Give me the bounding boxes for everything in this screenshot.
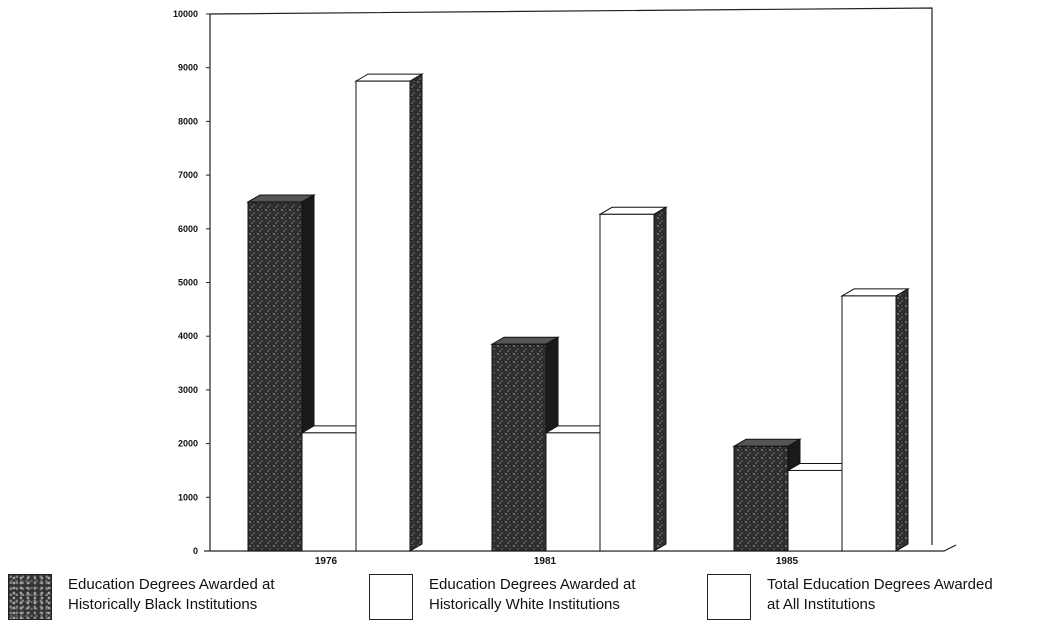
x-axis-line — [210, 544, 957, 552]
bar-side-face — [895, 288, 909, 552]
x-axis: 1976 1981 1985 — [315, 556, 799, 567]
y-tick-label: 6000 — [178, 224, 198, 234]
legend-item-white-institutions: Education Degrees Awarded at Historicall… — [369, 574, 739, 622]
y-tick-label: 7000 — [178, 170, 198, 180]
bar-front-face — [841, 295, 897, 552]
legend-label: Education Degrees Awarded at Historicall… — [68, 575, 378, 615]
bar-front-face — [355, 80, 411, 552]
legend-swatch-light — [707, 574, 751, 620]
legend-swatch-light — [369, 574, 413, 620]
legend-label-line: Historically Black Institutions — [68, 596, 258, 613]
bar-front-face — [733, 445, 789, 552]
bar-side-face — [653, 206, 667, 552]
legend-label: Education Degrees Awarded at Historicall… — [429, 575, 739, 615]
y-tick-label: 5000 — [178, 278, 198, 288]
legend-label-line: Historically White Institutions — [429, 596, 620, 613]
bar-front-face — [599, 213, 655, 552]
legend-label-line: Education Degrees Awarded at — [429, 576, 636, 593]
bar-chart: 0 1000 2000 3000 4000 5000 6000 7000 8000 9000 100… — [173, 7, 957, 567]
legend-item-black-institutions: Education Degrees Awarded at Historicall… — [8, 574, 378, 622]
legend-label-line: Education Degrees Awarded at — [68, 576, 275, 593]
bar-all-institutions — [840, 288, 910, 552]
y-tick-label: 10000 — [173, 9, 198, 19]
legend-swatch-dark — [8, 574, 52, 620]
bar-front-face — [301, 432, 357, 552]
bar-front-face — [787, 469, 843, 552]
bar-black-institutions — [246, 194, 316, 552]
y-tick-label: 2000 — [178, 439, 198, 449]
x-tick-label: 1985 — [776, 556, 799, 567]
legend-label-line: at All Institutions — [767, 596, 876, 613]
bar-all-institutions — [354, 73, 424, 552]
legend-label-line: Total Education Degrees Awarded — [767, 576, 993, 593]
bar-side-face — [409, 73, 423, 552]
y-tick-label: 4000 — [178, 331, 198, 341]
y-tick-label: 8000 — [178, 116, 198, 126]
y-tick-label: 9000 — [178, 63, 198, 73]
legend-item-all-institutions: Total Education Degrees Awarded at All I… — [707, 574, 1064, 622]
bar-front-face — [247, 201, 303, 552]
y-axis: 0 1000 2000 3000 4000 5000 6000 7000 8000 9000 100… — [173, 9, 210, 556]
y-tick-label: 1000 — [178, 492, 198, 502]
bar-front-face — [545, 432, 601, 552]
bars-group — [246, 73, 910, 552]
bar-all-institutions — [598, 206, 668, 552]
legend-label: Total Education Degrees Awarded at All I… — [767, 575, 1064, 615]
bar-front-face — [491, 343, 547, 552]
x-tick-label: 1981 — [534, 556, 557, 567]
y-tick-label: 0 — [193, 546, 198, 556]
x-tick-label: 1976 — [315, 556, 338, 567]
y-tick-label: 3000 — [178, 385, 198, 395]
